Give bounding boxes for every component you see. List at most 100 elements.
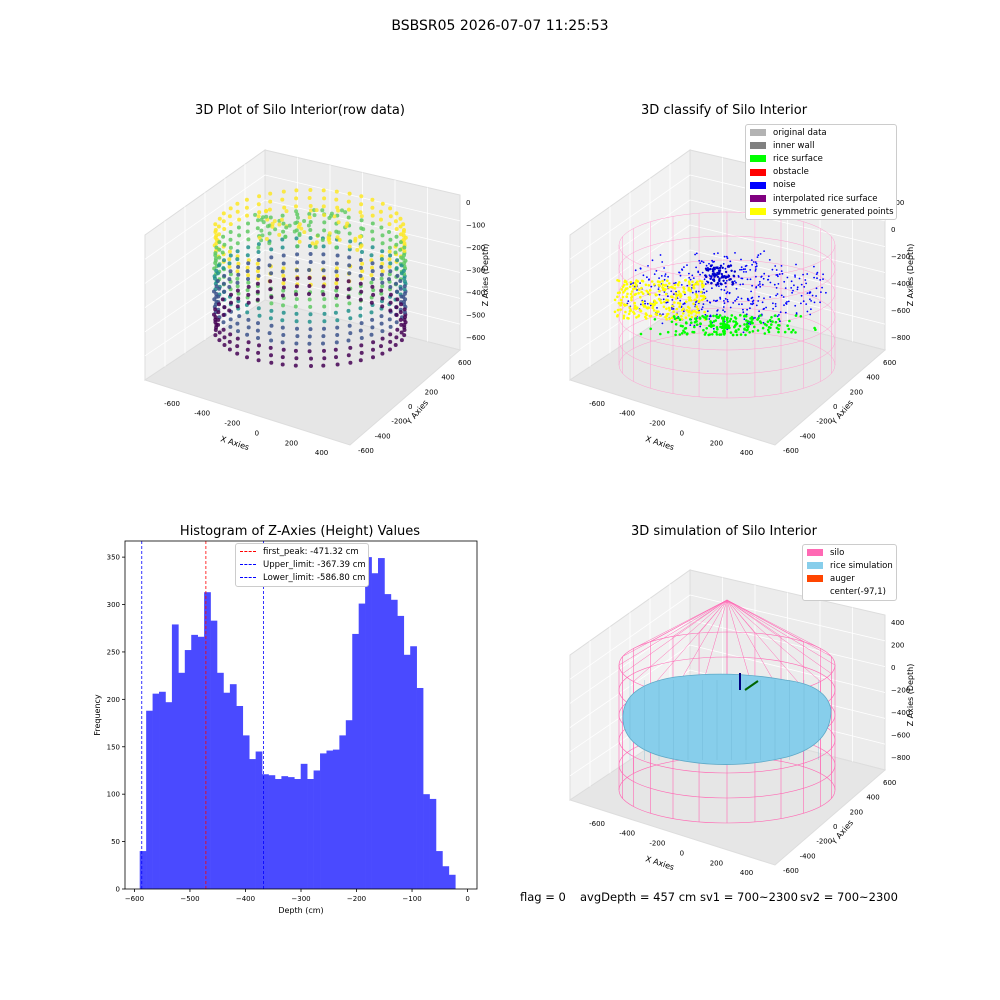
- data-point: [320, 238, 325, 242]
- data-point: [335, 293, 339, 298]
- noise-point: [689, 324, 692, 326]
- data-point: [358, 210, 363, 215]
- histogram-bar: [313, 770, 321, 889]
- symmetric-point: [627, 317, 630, 320]
- data-point: [348, 239, 353, 244]
- data-point: [257, 210, 262, 215]
- data-point: [255, 328, 260, 333]
- rice-surface-point: [774, 314, 777, 317]
- rice-surface-point: [770, 323, 773, 326]
- data-point: [334, 197, 339, 202]
- data-point: [333, 347, 338, 352]
- noise-point: [710, 282, 713, 285]
- noise-point: [722, 309, 724, 312]
- data-point: [246, 280, 251, 285]
- data-point: [380, 241, 385, 246]
- rice-surface-point: [723, 315, 726, 319]
- noise-point: [706, 299, 709, 302]
- panel4-title: 3D simulation of Silo Interior: [631, 524, 817, 539]
- data-point: [269, 247, 274, 252]
- data-point: [358, 313, 363, 318]
- data-point: [380, 351, 385, 356]
- noise-point: [755, 262, 758, 265]
- noise-point: [661, 322, 664, 325]
- data-point: [387, 257, 392, 262]
- data-point: [246, 273, 251, 278]
- symmetric-point: [645, 289, 648, 293]
- rice-surface-point: [713, 330, 716, 333]
- noise-point: [725, 292, 728, 295]
- noise-point: [786, 301, 788, 303]
- rice-surface-point: [756, 329, 760, 332]
- noise-point: [755, 286, 758, 288]
- legend-line: [240, 551, 256, 553]
- symmetric-point: [694, 282, 697, 286]
- noise-point: [661, 261, 664, 263]
- noise-point: [715, 266, 718, 269]
- data-point: [321, 363, 326, 368]
- noise-point: [793, 284, 795, 287]
- x-axis-label: X Axies: [644, 854, 675, 872]
- data-point: [236, 225, 241, 230]
- data-point: [235, 351, 240, 356]
- rice-surface-point: [732, 320, 735, 323]
- noise-point: [759, 285, 762, 288]
- noise-point: [784, 287, 787, 289]
- noise-point: [782, 296, 785, 298]
- symmetric-point: [648, 314, 652, 318]
- symmetric-point: [629, 280, 633, 284]
- data-point: [280, 197, 285, 202]
- data-point: [307, 276, 312, 280]
- silo-ring: [618, 307, 836, 375]
- data-point: [295, 215, 300, 220]
- data-point: [380, 261, 385, 266]
- data-point: [388, 261, 393, 266]
- noise-point: [800, 294, 803, 297]
- symmetric-point: [664, 292, 668, 296]
- data-point: [388, 285, 393, 289]
- legend-swatch: [807, 562, 823, 570]
- histogram-bar: [210, 620, 218, 889]
- data-point: [228, 237, 233, 242]
- noise-point: [825, 291, 827, 294]
- noise-point: [763, 272, 766, 275]
- data-point: [221, 320, 226, 325]
- data-point: [222, 335, 227, 340]
- data-point: [307, 284, 312, 288]
- rice-surface-point: [723, 324, 726, 328]
- data-point: [355, 247, 360, 252]
- legend-entry: center(-97,1): [803, 586, 896, 599]
- noise-point: [723, 255, 726, 258]
- data-point: [379, 265, 384, 269]
- data-point: [213, 333, 218, 338]
- noise-point: [776, 315, 779, 318]
- symmetric-point: [692, 283, 695, 287]
- rice-surface-point: [738, 324, 742, 328]
- histogram-bar: [371, 573, 379, 889]
- data-point: [294, 292, 299, 297]
- noise-point: [740, 297, 743, 300]
- silo-ring: [618, 283, 836, 351]
- data-point: [388, 269, 393, 274]
- noise-point: [806, 310, 809, 313]
- symmetric-point: [661, 279, 664, 283]
- data-point: [217, 247, 222, 252]
- legend-label: auger: [830, 573, 855, 584]
- symmetric-point: [682, 307, 685, 310]
- data-point: [402, 276, 407, 281]
- data-point: [221, 234, 226, 239]
- legend-entry: original data: [746, 126, 896, 139]
- noise-point: [749, 269, 752, 271]
- symmetric-point: [693, 310, 696, 313]
- symmetric-point: [675, 307, 679, 311]
- legend-swatch: [807, 549, 823, 557]
- noise-point: [721, 274, 724, 278]
- data-point: [380, 280, 385, 285]
- noise-point: [800, 283, 803, 286]
- rice-surface-point: [678, 318, 682, 321]
- noise-point: [781, 272, 784, 275]
- data-point: [281, 310, 286, 315]
- symmetric-point: [703, 295, 707, 299]
- data-point: [402, 322, 407, 327]
- data-point: [255, 297, 260, 302]
